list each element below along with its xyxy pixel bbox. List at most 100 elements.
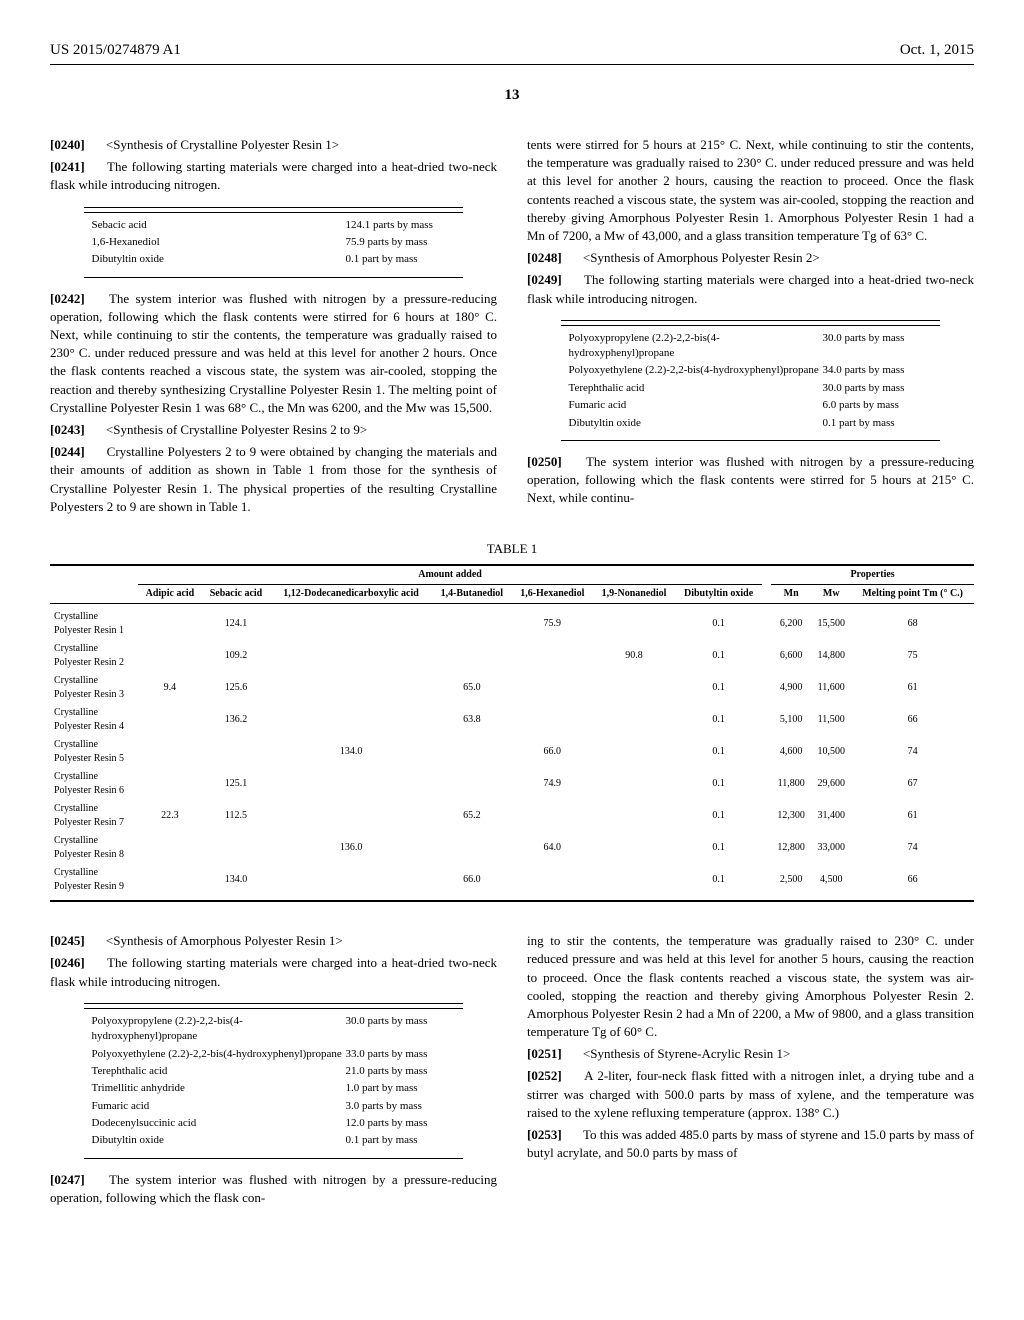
row-label: CrystallinePolyester Resin 8 (50, 832, 138, 864)
table-1-section: TABLE 1 Amount added Properties Adipic a… (50, 540, 974, 902)
table-1: Amount added Properties Adipic acidSebac… (50, 564, 974, 902)
material-value: 30.0 parts by mass (822, 331, 932, 362)
para-num: [0240] (50, 137, 85, 152)
para-0253: [0253] To this was added 485.0 parts by … (527, 1126, 974, 1162)
materials-table-1: Sebacic acid124.1 parts by mass1,6-Hexan… (84, 207, 464, 278)
table-row: CrystallinePolyester Resin 2109.290.80.1… (50, 640, 974, 672)
table-row: Terephthalic acid21.0 parts by mass (84, 1063, 464, 1080)
para-num: [0243] (50, 422, 85, 437)
material-label: Terephthalic acid (92, 1064, 346, 1079)
col-header: Mn (771, 585, 811, 604)
material-value: 12.0 parts by mass (345, 1116, 455, 1131)
lower-right-column: ing to stir the contents, the temperatur… (527, 932, 974, 1211)
cell: 0.1 (675, 640, 762, 672)
table-row: Polyoxyethylene (2.2)-2,2-bis(4-hydroxyp… (84, 1046, 464, 1063)
materials-table-3: Polyoxypropylene (2.2)-2,2-bis(4-hydroxy… (84, 1003, 464, 1159)
col-header: Mw (811, 585, 851, 604)
cell (138, 604, 202, 641)
para-0241: [0241] The following starting materials … (50, 158, 497, 194)
cell (270, 640, 432, 672)
materials-table-2: Polyoxypropylene (2.2)-2,2-bis(4-hydroxy… (561, 320, 941, 441)
cell (593, 832, 675, 864)
cell (593, 604, 675, 641)
cell: 4,500 (811, 864, 851, 901)
cell: 75.9 (512, 604, 593, 641)
cell: 136.2 (202, 704, 270, 736)
page-header: US 2015/0274879 A1 Oct. 1, 2015 (50, 40, 974, 65)
cell: 5,100 (771, 704, 811, 736)
table-row: Dibutyltin oxide0.1 part by mass (84, 251, 464, 268)
para-0244: [0244] Crystalline Polyesters 2 to 9 wer… (50, 443, 497, 516)
cell: 74 (851, 832, 974, 864)
table-row: CrystallinePolyester Resin 5134.066.00.1… (50, 736, 974, 768)
cell (512, 800, 593, 832)
para-text: <Synthesis of Crystalline Polyester Resi… (106, 422, 367, 437)
col-header: Melting point Tm (° C.) (851, 585, 974, 604)
cell: 74 (851, 736, 974, 768)
table-row: Dibutyltin oxide0.1 part by mass (84, 1132, 464, 1149)
material-value: 0.1 part by mass (822, 416, 932, 431)
col-header: 1,4-Butanediol (432, 585, 512, 604)
cell: 2,500 (771, 864, 811, 901)
cell: 66 (851, 704, 974, 736)
table-row: CrystallinePolyester Resin 9134.066.00.1… (50, 864, 974, 901)
cell (202, 736, 270, 768)
material-value: 34.0 parts by mass (822, 363, 932, 378)
material-value: 30.0 parts by mass (822, 381, 932, 396)
publication-number: US 2015/0274879 A1 (50, 40, 181, 61)
cell: 112.5 (202, 800, 270, 832)
cell: 125.1 (202, 768, 270, 800)
cell (593, 768, 675, 800)
cell (138, 832, 202, 864)
cell: 9.4 (138, 672, 202, 704)
cell: 125.6 (202, 672, 270, 704)
cell: 61 (851, 800, 974, 832)
material-label: Polyoxyethylene (2.2)-2,2-bis(4-hydroxyp… (92, 1047, 346, 1062)
cell: 11,800 (771, 768, 811, 800)
cell: 136.0 (270, 832, 432, 864)
cell: 90.8 (593, 640, 675, 672)
cell (432, 604, 512, 641)
col-header: Adipic acid (138, 585, 202, 604)
table-row: Terephthalic acid30.0 parts by mass (561, 380, 941, 397)
para-text: The following starting materials were ch… (527, 272, 974, 305)
material-label: Polyoxypropylene (2.2)-2,2-bis(4-hydroxy… (92, 1014, 346, 1045)
cell: 14,800 (811, 640, 851, 672)
material-value: 0.1 part by mass (345, 1133, 455, 1148)
table-row: CrystallinePolyester Resin 722.3112.565.… (50, 800, 974, 832)
cell (512, 704, 593, 736)
table-row: CrystallinePolyester Resin 1124.175.90.1… (50, 604, 974, 641)
cell: 68 (851, 604, 974, 641)
cell: 4,600 (771, 736, 811, 768)
para-num: [0245] (50, 933, 85, 948)
material-value: 75.9 parts by mass (345, 235, 455, 250)
cell: 29,600 (811, 768, 851, 800)
cell (432, 768, 512, 800)
cell (512, 640, 593, 672)
cell: 74.9 (512, 768, 593, 800)
row-label: CrystallinePolyester Resin 7 (50, 800, 138, 832)
material-label: Sebacic acid (92, 218, 346, 233)
para-num: [0249] (527, 272, 562, 287)
cell (432, 832, 512, 864)
cell (270, 800, 432, 832)
row-label: CrystallinePolyester Resin 4 (50, 704, 138, 736)
row-label: CrystallinePolyester Resin 5 (50, 736, 138, 768)
para-0240: [0240] <Synthesis of Crystalline Polyest… (50, 136, 497, 154)
para-text: To this was added 485.0 parts by mass of… (527, 1127, 974, 1160)
col-group-props: Properties (771, 565, 974, 585)
cell (512, 864, 593, 901)
para-0252: [0252] A 2-liter, four-neck flask fitted… (527, 1067, 974, 1122)
material-value: 1.0 part by mass (345, 1081, 455, 1096)
row-label: CrystallinePolyester Resin 9 (50, 864, 138, 901)
cell: 31,400 (811, 800, 851, 832)
table-row: Sebacic acid124.1 parts by mass (84, 217, 464, 234)
material-value: 30.0 parts by mass (345, 1014, 455, 1045)
cell: 12,300 (771, 800, 811, 832)
material-value: 33.0 parts by mass (345, 1047, 455, 1062)
para-text: The system interior was flushed with nit… (50, 291, 497, 415)
para-num: [0247] (50, 1172, 85, 1187)
para-0249: [0249] The following starting materials … (527, 271, 974, 307)
right-column: tents were stirred for 5 hours at 215° C… (527, 136, 974, 520)
cell: 64.0 (512, 832, 593, 864)
